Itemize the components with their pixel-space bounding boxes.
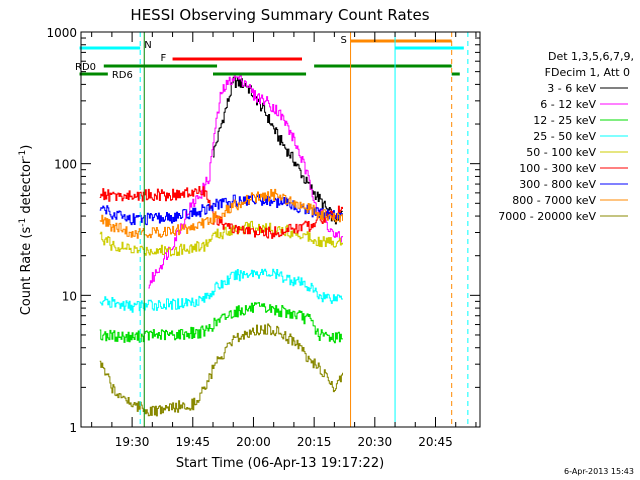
legend-header-line-1: Det 1,3,5,6,7,9,: [548, 50, 634, 63]
x-tick-label: 20:30: [358, 435, 393, 449]
flag-label: RD6: [112, 70, 133, 81]
flag-label: N: [144, 40, 151, 51]
legend-label: 12 - 25 keV: [533, 114, 596, 127]
flag-label: RD0: [75, 62, 96, 73]
legend: Det 1,3,5,6,7,9, FDecim 1, Att 0 3 - 6 k…: [498, 50, 634, 223]
x-tick-label: 20:00: [236, 435, 271, 449]
y-tick-label: 1000: [46, 26, 77, 40]
legend-label: 800 - 7000 keV: [512, 194, 596, 207]
y-axis-title: Count Rate (s-1 detector-1): [18, 145, 34, 316]
legend-label: 6 - 12 keV: [540, 98, 596, 111]
y-tick-label: 100: [54, 158, 77, 172]
x-tick-label: 19:30: [115, 435, 150, 449]
legend-label: 100 - 300 keV: [519, 162, 596, 175]
flag-label: F: [161, 53, 167, 64]
y-tick-label: 10: [62, 289, 77, 303]
plot-area: N S F RD0 RD6: [75, 32, 469, 427]
flag-label: S: [341, 35, 347, 46]
x-axis-title: Start Time (06-Apr-13 19:17:22): [176, 456, 384, 471]
series-line: [99, 186, 343, 239]
plot-frame: [80, 31, 481, 428]
y-axis: 1 10 100 1000: [46, 26, 480, 435]
x-tick-label: 20:45: [418, 435, 453, 449]
x-axis: 19:30 19:45 20:00 20:15 20:30 20:45: [91, 32, 477, 449]
series-line: [99, 220, 343, 257]
legend-label: 300 - 800 keV: [519, 178, 596, 191]
chart-title: HESSI Observing Summary Count Rates: [130, 6, 429, 24]
legend-label: 7000 - 20000 keV: [498, 210, 596, 223]
timestamp: 6-Apr-2013 15:43: [564, 467, 634, 476]
x-tick-label: 19:45: [175, 435, 210, 449]
series-line: [148, 72, 343, 289]
legend-label: 50 - 100 keV: [526, 146, 596, 159]
x-tick-label: 20:15: [297, 435, 332, 449]
series-line: [213, 76, 343, 225]
series-line: [99, 268, 343, 313]
series-line: [99, 323, 343, 417]
y-tick-label: 1: [69, 421, 77, 435]
series-line: [99, 302, 343, 344]
legend-label: 25 - 50 keV: [533, 130, 596, 143]
legend-label: 3 - 6 keV: [547, 82, 596, 95]
legend-header-line-2: FDecim 1, Att 0: [545, 66, 630, 79]
